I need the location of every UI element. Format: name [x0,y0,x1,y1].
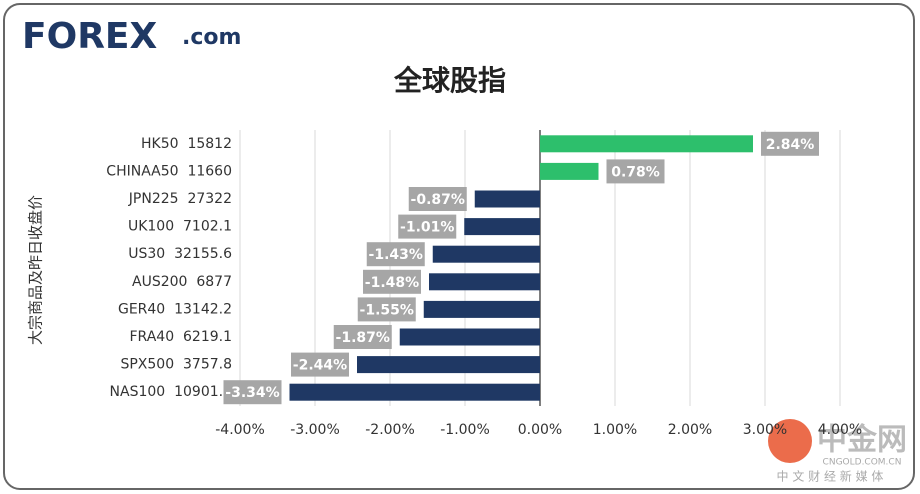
watermark-slogan: 中 文 财 经 新 媒 体 [777,469,884,484]
logo-brand: FOREX [22,16,158,57]
bar [423,300,540,318]
y-tick-label: US30 32155.6 [128,246,232,262]
x-tick-label: 3.00% [743,422,787,438]
bar [540,162,599,180]
x-tick-label: -1.00% [440,422,490,438]
bar [357,356,540,374]
value-label: -1.01% [400,220,454,236]
value-label-box [606,159,665,184]
bar [399,328,540,346]
bar [474,190,540,208]
x-tick-label: 4.00% [818,422,862,438]
bar [540,135,753,153]
value-label-box [761,131,819,156]
value-label-box [408,187,467,211]
x-tick-label: 1.00% [593,422,637,438]
y-tick-label: AUS200 6877 [132,274,232,290]
y-tick-label: UK100 7102.1 [128,219,232,235]
y-tick-label: HK50 15812 [141,136,232,152]
x-tick-label: -3.00% [290,422,340,438]
value-label: -1.43% [369,247,423,263]
y-tick-label: NAS100 10901.6 [110,384,233,400]
value-label: -2.44% [293,358,347,374]
value-label: -3.34% [225,385,279,401]
value-label-box [291,352,349,377]
value-label: -0.87% [411,192,465,208]
value-label-box [223,380,282,405]
watermark-name: 中金网 [817,423,907,458]
value-label-box [357,297,416,322]
x-tick-label: 2.00% [668,422,712,438]
value-label-box [398,214,457,239]
value-label: -1.48% [365,275,419,291]
value-label-box [366,242,425,267]
value-label-box [333,325,392,349]
x-tick-label: -2.00% [365,422,415,438]
bar [289,383,540,401]
value-label: -1.55% [360,302,414,318]
x-tick-label: -4.00% [215,422,265,438]
logo-suffix: .com [182,25,241,50]
y-tick-label: CHINAA50 11660 [106,163,232,179]
chart-title: 全球股指 [393,64,506,97]
value-label: 0.78% [611,164,660,180]
value-label: 2.84% [766,137,815,153]
y-tick-label: SPX500 3757.8 [120,357,232,373]
y-tick-label: FRA40 6219.1 [130,329,233,345]
y-tick-label: GER40 13142.2 [118,301,232,317]
bar [429,273,540,291]
bar [464,218,540,236]
watermark-icon [768,419,812,463]
y-axis-label: 大宗商品及昨日收盘价 [27,195,45,345]
value-label: -1.87% [336,330,390,346]
value-label-box [363,269,421,294]
bar [432,245,540,263]
x-tick-label: 0.00% [518,422,562,438]
y-tick-label: JPN225 27322 [128,191,232,207]
watermark-site: CNGOLD.COM.CN [823,458,902,468]
